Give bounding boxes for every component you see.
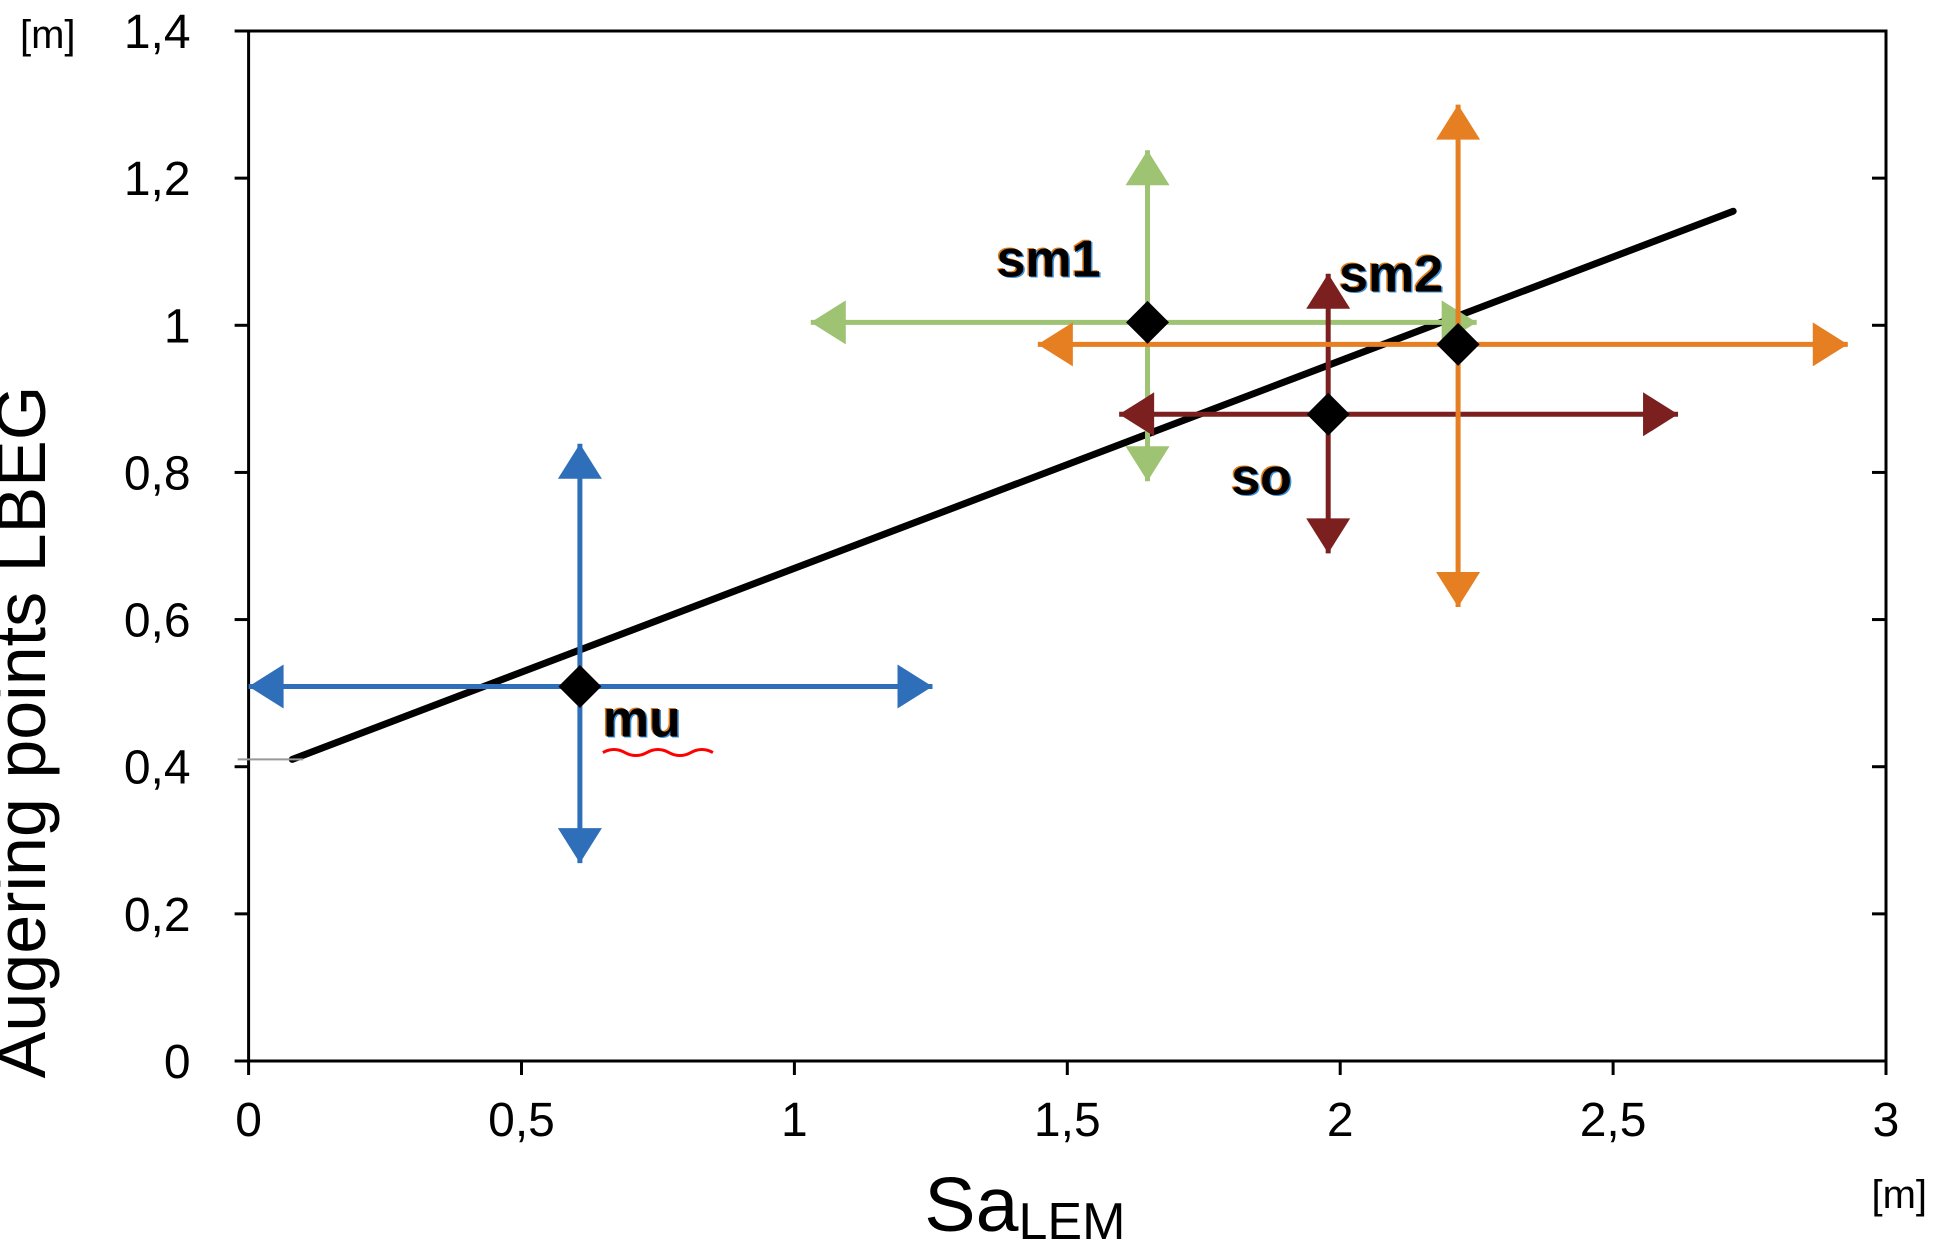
svg-text:0: 0	[235, 1094, 262, 1147]
svg-text:0,4: 0,4	[124, 742, 191, 795]
svg-text:sm1: sm1	[997, 230, 1101, 288]
svg-text:1: 1	[164, 300, 191, 353]
svg-text:2: 2	[1327, 1094, 1354, 1147]
svg-text:Augering points LBEG: Augering points LBEG	[0, 386, 60, 1079]
svg-text:3: 3	[1873, 1094, 1900, 1147]
svg-text:0,2: 0,2	[124, 889, 191, 942]
svg-text:SaLEM: SaLEM	[924, 1162, 1125, 1244]
svg-text:2,5: 2,5	[1580, 1094, 1647, 1147]
svg-text:0,5: 0,5	[488, 1094, 555, 1147]
svg-text:0: 0	[164, 1036, 191, 1089]
svg-text:1,4: 1,4	[124, 6, 191, 59]
svg-text:[m]: [m]	[20, 13, 76, 57]
svg-text:1,2: 1,2	[124, 153, 191, 206]
svg-text:1: 1	[781, 1094, 808, 1147]
svg-text:so: so	[1231, 448, 1292, 506]
svg-text:[m]: [m]	[1871, 1173, 1927, 1217]
svg-text:mu: mu	[603, 691, 681, 749]
svg-text:0,6: 0,6	[124, 595, 191, 648]
svg-text:sm2: sm2	[1339, 245, 1443, 303]
svg-text:1,5: 1,5	[1034, 1094, 1101, 1147]
svg-text:0,8: 0,8	[124, 447, 191, 500]
